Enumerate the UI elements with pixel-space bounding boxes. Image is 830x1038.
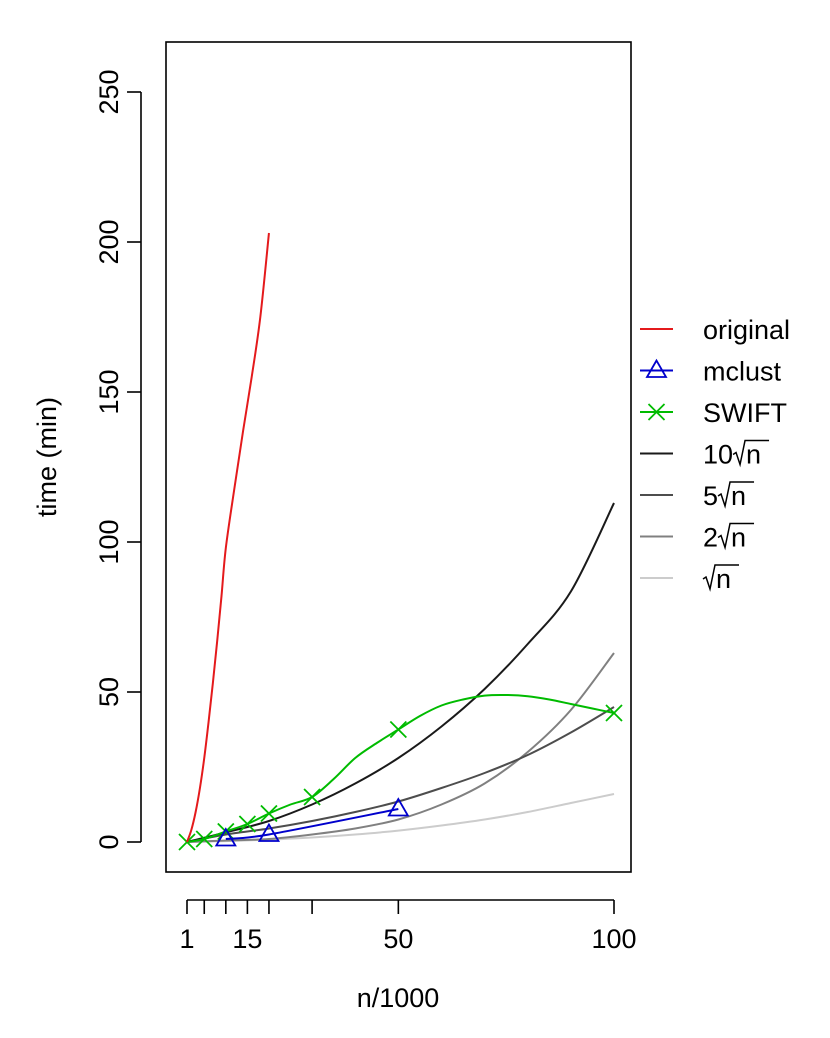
point-triangle bbox=[257, 822, 281, 842]
x-axis-label: n/1000 bbox=[357, 983, 440, 1013]
point-cross bbox=[605, 704, 623, 722]
series-line-6 bbox=[186, 652, 615, 843]
point-cross bbox=[195, 830, 213, 848]
point-triangle bbox=[214, 827, 237, 847]
plot-frame bbox=[165, 41, 632, 873]
series-line-1 bbox=[186, 232, 270, 843]
sqrt-symbol bbox=[732, 439, 770, 468]
point-cross bbox=[260, 804, 278, 823]
x-tick-label: 15 bbox=[232, 924, 262, 954]
y-tick-label: 0 bbox=[94, 834, 124, 849]
y-tick-label: 250 bbox=[94, 69, 124, 114]
y-tick-label: 50 bbox=[94, 677, 124, 707]
legend-item: mclust bbox=[640, 357, 782, 387]
point-cross bbox=[389, 720, 407, 739]
legend-label: original bbox=[703, 315, 790, 345]
legend-label-prefix: 2 bbox=[703, 523, 718, 553]
x-axis: 1 15 50 100 bbox=[179, 899, 637, 954]
legend-label-prefix: 10 bbox=[703, 440, 733, 470]
series-1 bbox=[186, 232, 270, 843]
legend-label-n: n bbox=[716, 564, 731, 594]
legend-marker bbox=[645, 358, 668, 378]
point-cross bbox=[238, 815, 257, 833]
series-line-2 bbox=[225, 808, 399, 840]
legend-item: SWIFT bbox=[640, 398, 787, 428]
legend-label-n: n bbox=[746, 440, 761, 470]
y-tick-label: 200 bbox=[94, 219, 124, 264]
legend-item: original bbox=[640, 315, 790, 345]
legend-item: n bbox=[640, 564, 739, 594]
x-tick-label: 1 bbox=[179, 924, 194, 954]
x-tick-label: 100 bbox=[591, 924, 636, 954]
series-4 bbox=[186, 502, 615, 843]
legend-label: SWIFT bbox=[703, 398, 787, 428]
y-axis: 0 50 100 150 200 250 bbox=[94, 69, 142, 850]
sqrt-symbol bbox=[717, 522, 755, 551]
legend-label: mclust bbox=[703, 357, 782, 387]
series-3 bbox=[178, 693, 623, 851]
point-cross bbox=[303, 788, 321, 806]
x-tick-label: 50 bbox=[383, 924, 413, 954]
sqrt-symbol bbox=[717, 481, 755, 509]
series-6 bbox=[186, 652, 615, 843]
y-tick-label: 100 bbox=[94, 519, 124, 564]
legend-label-n: n bbox=[731, 481, 746, 511]
point-triangle bbox=[387, 797, 410, 817]
series-layer bbox=[178, 232, 623, 851]
legend-marker bbox=[647, 403, 666, 421]
series-line-5 bbox=[186, 706, 615, 843]
legend-label-prefix: 5 bbox=[703, 481, 718, 511]
legend-item: 10 n bbox=[640, 439, 770, 470]
series-5 bbox=[186, 706, 615, 843]
series-2 bbox=[214, 797, 410, 847]
y-tick-label: 150 bbox=[94, 369, 124, 414]
y-axis-label: time (min) bbox=[32, 397, 62, 517]
sqrt-symbol bbox=[702, 564, 739, 592]
series-line-4 bbox=[186, 502, 615, 843]
legend-label-n: n bbox=[731, 523, 746, 553]
